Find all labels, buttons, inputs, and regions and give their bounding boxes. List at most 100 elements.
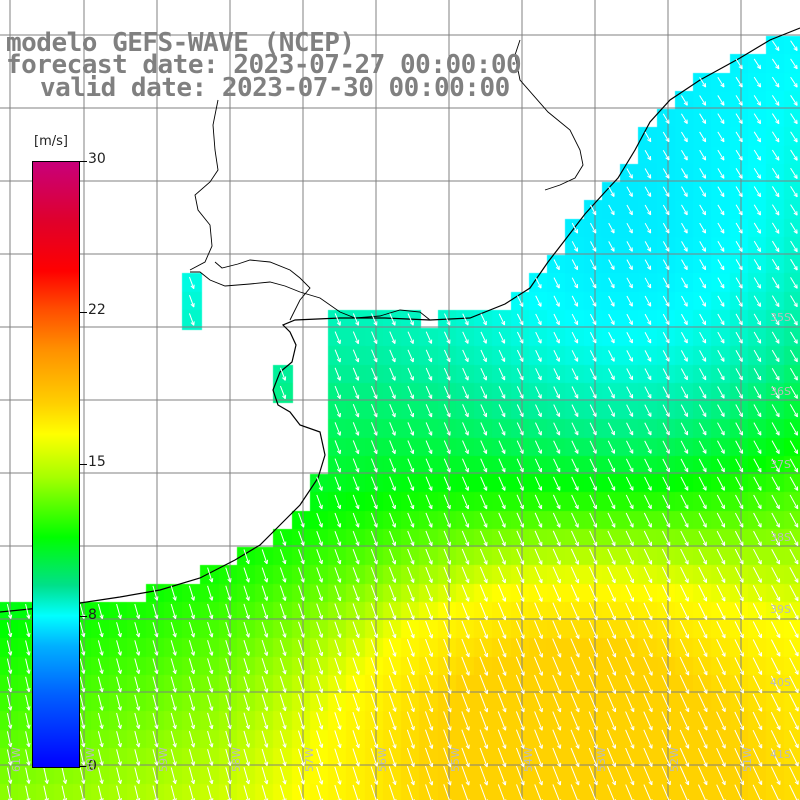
wind-arrow: [770, 675, 781, 694]
wind-arrow: [790, 331, 798, 344]
wind-arrow: [790, 313, 798, 326]
wind-arrow: [643, 766, 653, 786]
wind-arrow: [389, 422, 396, 436]
wind-arrow: [735, 313, 743, 326]
wind-arrow: [571, 404, 579, 418]
wind-arrow: [590, 259, 597, 271]
wind-arrow: [716, 639, 726, 657]
wind-arrow: [571, 295, 579, 307]
wind-arrow: [261, 658, 269, 675]
wind-arrow: [388, 585, 397, 602]
lat-label-36s: 36S: [770, 385, 791, 398]
wind-arrow: [753, 186, 762, 198]
wind-arrow: [188, 676, 196, 693]
wind-arrow: [134, 622, 141, 638]
wind-arrow: [6, 749, 13, 766]
lat-label-40s: 40S: [770, 676, 791, 689]
wind-arrow: [626, 168, 633, 179]
wind-arrow: [680, 350, 688, 362]
wind-arrow: [606, 674, 617, 695]
wind-arrow: [461, 620, 470, 639]
wind-arrow: [643, 602, 653, 621]
wind-arrow: [698, 584, 708, 602]
wind-arrow: [516, 566, 525, 584]
wind-arrow: [679, 602, 689, 621]
wind-arrow: [699, 222, 707, 234]
wind-arrow: [717, 295, 725, 307]
wind-arrow: [134, 694, 141, 711]
wind-arrow: [515, 729, 525, 749]
wind-arrow: [425, 747, 434, 768]
wind-arrow: [771, 167, 780, 179]
wind-arrow: [590, 222, 597, 234]
wind-arrow: [370, 748, 379, 767]
wind-arrow: [425, 566, 433, 584]
wind-arrow: [534, 602, 543, 621]
wind-arrow: [608, 277, 615, 289]
wind-arrow: [679, 766, 690, 786]
wind-arrow: [662, 368, 670, 381]
wind-arrow: [752, 711, 763, 731]
wind-arrow: [699, 131, 707, 143]
wind-arrow: [589, 566, 598, 584]
wind-arrow: [771, 113, 780, 125]
wind-arrow: [461, 602, 470, 621]
wind-arrow: [588, 674, 598, 695]
wind-arrow: [498, 367, 506, 381]
wind-arrow: [753, 204, 762, 216]
wind-arrow: [552, 674, 562, 695]
wind-arrow: [243, 549, 250, 565]
wind-arrow: [425, 494, 433, 510]
wind-arrow: [608, 332, 615, 344]
wind-arrow: [516, 386, 524, 399]
wind-arrow: [370, 711, 379, 731]
wind-arrow: [752, 729, 763, 749]
colorbar-tick-mark: [79, 766, 87, 767]
wind-arrow: [462, 458, 469, 473]
wind-arrow: [443, 548, 451, 565]
wind-arrow: [370, 494, 378, 510]
wind-arrow: [480, 367, 487, 381]
wind-arrow: [443, 530, 451, 547]
wind-arrow: [735, 222, 743, 234]
wind-arrow: [697, 729, 708, 749]
wind-arrow: [680, 440, 689, 454]
wind-arrow: [534, 711, 543, 731]
wind-arrow: [716, 548, 726, 565]
colorbar-tick-15: 15: [88, 454, 106, 470]
wind-arrow: [771, 494, 780, 510]
wind-arrow: [461, 747, 470, 768]
wind-arrow: [279, 639, 287, 657]
wind-arrow: [462, 422, 469, 436]
wind-arrow: [608, 204, 615, 216]
wind-arrow: [534, 656, 543, 676]
wind-arrow: [590, 241, 597, 252]
wind-arrow: [626, 241, 633, 252]
wind-arrow: [261, 567, 269, 583]
colorbar-tick-mark: [79, 616, 87, 617]
wind-arrow: [662, 494, 671, 510]
wind-arrow: [6, 658, 13, 674]
wind-arrow: [97, 658, 104, 675]
wind-arrow: [479, 693, 489, 713]
wind-arrow: [6, 694, 13, 711]
colorbar-tick-mark: [79, 312, 87, 313]
wind-arrow: [462, 404, 469, 418]
wind-arrow: [553, 295, 560, 307]
wind-arrow: [699, 295, 707, 307]
wind-arrow: [679, 656, 690, 676]
wind-arrow: [716, 566, 726, 583]
wind-arrow: [388, 729, 397, 749]
wind-arrow: [443, 494, 451, 510]
wind-arrow: [316, 531, 323, 546]
wind-arrow: [407, 385, 414, 400]
wind-arrow: [516, 349, 524, 362]
wind-arrow: [753, 113, 762, 125]
wind-arrow: [352, 585, 360, 602]
wind-arrow: [716, 766, 726, 786]
wind-arrow: [552, 693, 562, 713]
wind-arrow: [516, 530, 525, 547]
wind-arrow: [388, 675, 397, 694]
wind-arrow: [571, 440, 579, 454]
